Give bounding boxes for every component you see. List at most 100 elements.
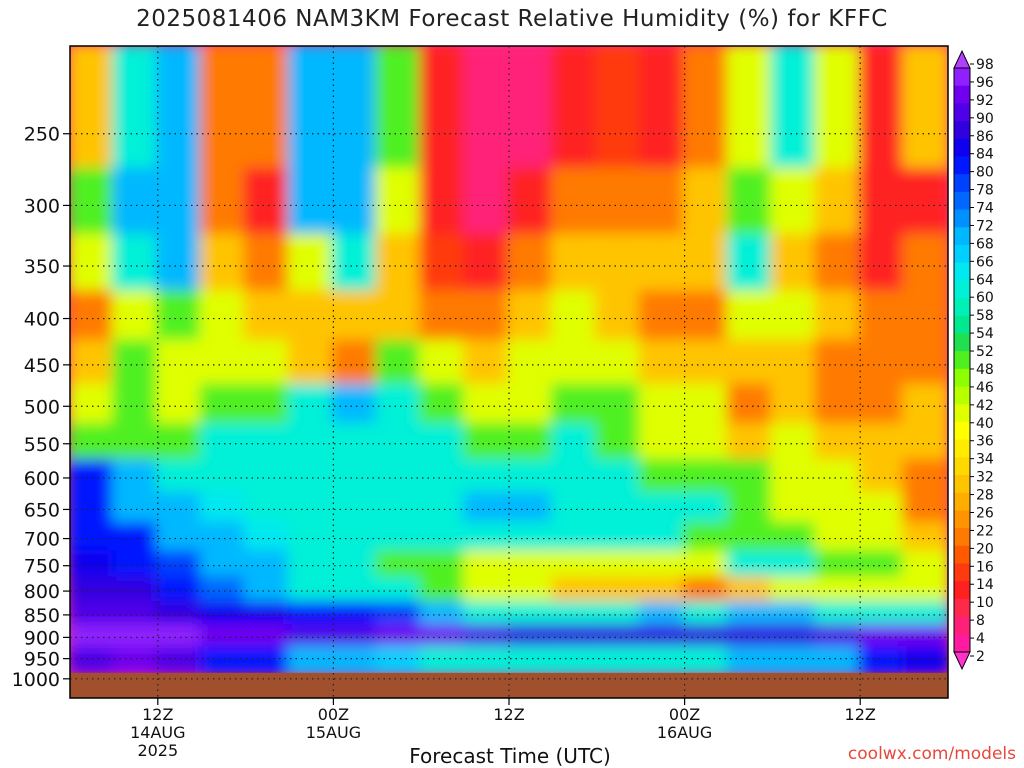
rh-cell xyxy=(70,290,116,344)
rh-cell xyxy=(111,290,160,344)
rh-cell xyxy=(858,383,907,428)
colorbar-swatch xyxy=(954,298,970,317)
rh-cell xyxy=(331,339,380,388)
colorbar-label: 28 xyxy=(976,488,994,504)
x-tick-label: 00Z xyxy=(669,705,700,724)
rh-cell xyxy=(331,522,380,555)
rh-cell xyxy=(375,624,424,651)
colorbar-swatch xyxy=(954,333,970,352)
colorbar-swatch xyxy=(954,315,970,334)
rh-cell xyxy=(375,458,424,496)
rh-cell xyxy=(770,600,819,629)
rh-cell xyxy=(638,383,687,428)
rh-cell xyxy=(331,46,380,172)
rh-cell xyxy=(726,646,775,675)
rh-cell xyxy=(463,522,511,555)
rh-cell xyxy=(550,646,599,675)
rh-cell xyxy=(550,339,599,388)
colorbar: 9896929086848078747268666460585452484642… xyxy=(953,49,994,671)
rh-cell xyxy=(243,167,292,238)
colorbar-label: 64 xyxy=(976,272,994,288)
rh-cell xyxy=(726,550,775,581)
rh-cell xyxy=(594,423,643,463)
rh-cell xyxy=(858,576,907,605)
colorbar-label: 34 xyxy=(976,452,994,468)
rh-cell xyxy=(463,290,511,344)
colorbar-label: 4 xyxy=(976,631,985,647)
rh-cell xyxy=(243,383,292,428)
rh-cell xyxy=(375,167,424,238)
rh-cell xyxy=(155,646,204,675)
rh-cell xyxy=(463,167,511,238)
rh-cell xyxy=(287,233,336,295)
y-tick-label: 600 xyxy=(24,468,60,490)
rh-cell xyxy=(70,339,116,388)
rh-cell xyxy=(726,522,775,555)
colorbar-label: 48 xyxy=(976,362,994,378)
x-tick-label: 12Z xyxy=(142,705,173,724)
rh-cell xyxy=(199,522,248,555)
rh-cell xyxy=(550,522,599,555)
rh-cell xyxy=(770,383,819,428)
rh-cell xyxy=(199,491,248,527)
colorbar-label: 40 xyxy=(976,416,994,432)
rh-cell xyxy=(287,383,336,428)
rh-cell xyxy=(199,233,248,295)
rh-cell xyxy=(331,576,380,605)
y-tick-label: 250 xyxy=(24,124,60,146)
rh-cell xyxy=(550,46,599,172)
rh-cell xyxy=(814,522,863,555)
rh-cell xyxy=(375,290,424,344)
rh-cell xyxy=(550,550,599,581)
rh-cell xyxy=(111,339,160,388)
rh-cell xyxy=(638,600,687,629)
colorbar-label: 74 xyxy=(976,201,994,217)
rh-cell xyxy=(682,46,731,172)
rh-cell xyxy=(726,233,775,295)
rh-cell xyxy=(902,600,948,629)
x-tick-label: 12Z xyxy=(493,705,524,724)
rh-cell xyxy=(243,339,292,388)
rh-cell xyxy=(419,458,468,496)
colorbar-label: 60 xyxy=(976,290,994,306)
rh-cell xyxy=(770,290,819,344)
colorbar-label: 46 xyxy=(976,380,994,396)
rh-cell xyxy=(419,600,468,629)
rh-cell xyxy=(682,600,731,629)
rh-cell xyxy=(375,522,424,555)
rh-cell xyxy=(243,290,292,344)
rh-cell xyxy=(902,46,948,172)
rh-cell xyxy=(726,290,775,344)
rh-cell xyxy=(331,233,380,295)
rh-cell xyxy=(682,458,731,496)
colorbar-label: 58 xyxy=(976,308,994,324)
rh-cell xyxy=(155,458,204,496)
rh-cell xyxy=(594,167,643,238)
rh-cell xyxy=(550,491,599,527)
rh-cell xyxy=(375,233,424,295)
rh-cell xyxy=(463,600,511,629)
rh-cell xyxy=(814,576,863,605)
rh-cell xyxy=(287,167,336,238)
rh-cell xyxy=(770,339,819,388)
rh-cell xyxy=(331,646,380,675)
rh-cell xyxy=(199,339,248,388)
rh-cell xyxy=(331,550,380,581)
rh-cell xyxy=(682,550,731,581)
rh-cell xyxy=(199,600,248,629)
x-tick-label: 2025 xyxy=(137,741,178,760)
colorbar-label: 32 xyxy=(976,470,994,486)
rh-cell xyxy=(858,233,907,295)
rh-cell xyxy=(331,458,380,496)
rh-cell xyxy=(902,646,948,675)
rh-cell xyxy=(155,383,204,428)
colorbar-label: 98 xyxy=(976,57,994,73)
colorbar-label: 86 xyxy=(976,129,994,145)
rh-cell xyxy=(155,423,204,463)
rh-cell xyxy=(682,339,731,388)
rh-cell xyxy=(638,423,687,463)
rh-cell xyxy=(507,167,555,238)
rh-cell xyxy=(375,491,424,527)
rh-cell xyxy=(287,646,336,675)
